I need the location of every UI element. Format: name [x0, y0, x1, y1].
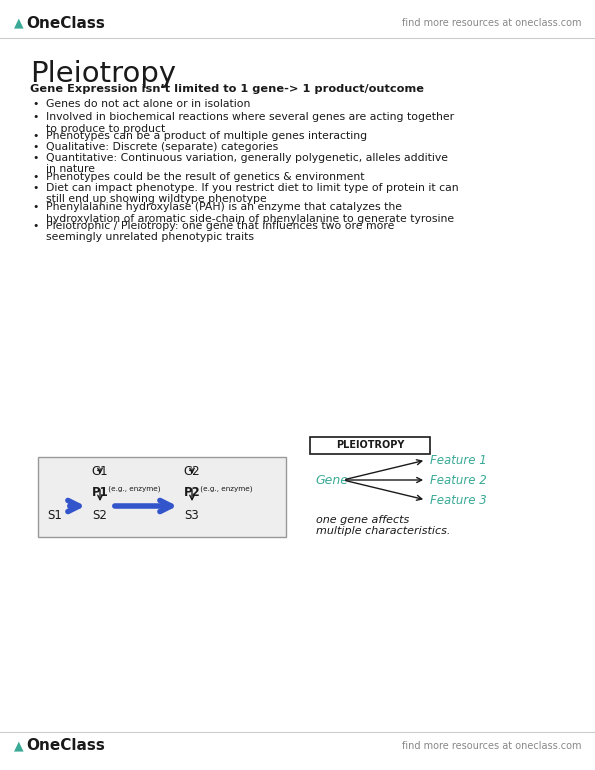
Text: Pleiotropy: Pleiotropy — [30, 60, 176, 88]
Text: P2: P2 — [184, 486, 201, 499]
Text: •: • — [33, 142, 39, 152]
Text: ▲: ▲ — [14, 16, 24, 29]
Text: still end up showing wildtype phenotype: still end up showing wildtype phenotype — [46, 195, 267, 205]
Text: Gene: Gene — [315, 474, 348, 487]
Text: (e.g., enzyme): (e.g., enzyme) — [106, 486, 161, 493]
Text: •: • — [33, 112, 39, 122]
Text: G2: G2 — [184, 465, 201, 478]
Text: S2: S2 — [93, 509, 108, 522]
Text: G1: G1 — [92, 465, 108, 478]
Text: OneClass: OneClass — [26, 738, 105, 754]
Text: find more resources at oneclass.com: find more resources at oneclass.com — [402, 18, 582, 28]
Text: Pleiotrophic / Pleiotropy: one gene that influences two ore more: Pleiotrophic / Pleiotropy: one gene that… — [46, 221, 394, 231]
Text: Involved in biochemical reactions where several genes are acting together: Involved in biochemical reactions where … — [46, 112, 454, 122]
Text: Diet can impact phenotype. If you restrict diet to limit type of protein it can: Diet can impact phenotype. If you restri… — [46, 183, 459, 193]
Text: hydroxylation of aromatic side-chain of phenylalanine to generate tyrosine: hydroxylation of aromatic side-chain of … — [46, 213, 454, 223]
Text: to produce to product: to produce to product — [46, 123, 165, 133]
Bar — [38, 457, 286, 537]
Text: •: • — [33, 202, 39, 212]
Text: (e.g., enzyme): (e.g., enzyme) — [198, 486, 252, 493]
Text: ▲: ▲ — [14, 739, 24, 752]
Text: multiple characteristics.: multiple characteristics. — [316, 526, 450, 536]
Text: •: • — [33, 221, 39, 231]
Text: Feature 2: Feature 2 — [430, 474, 487, 487]
Text: •: • — [33, 183, 39, 193]
Text: seemingly unrelated phenotypic traits: seemingly unrelated phenotypic traits — [46, 233, 254, 243]
Text: •: • — [33, 99, 39, 109]
Text: Qualitative: Discrete (separate) categories: Qualitative: Discrete (separate) categor… — [46, 142, 278, 152]
Text: •: • — [33, 153, 39, 163]
Text: Feature 1: Feature 1 — [430, 454, 487, 467]
Text: Phenotypes could be the result of genetics & environment: Phenotypes could be the result of geneti… — [46, 172, 365, 182]
Text: one gene affects: one gene affects — [316, 515, 409, 525]
Text: •: • — [33, 131, 39, 141]
Text: OneClass: OneClass — [26, 15, 105, 31]
Text: •: • — [33, 172, 39, 182]
Text: Genes do not act alone or in isolation: Genes do not act alone or in isolation — [46, 99, 250, 109]
Text: find more resources at oneclass.com: find more resources at oneclass.com — [402, 741, 582, 751]
Text: P1: P1 — [92, 486, 108, 499]
Text: Phenotypes can be a product of multiple genes interacting: Phenotypes can be a product of multiple … — [46, 131, 367, 141]
Text: Quantitative: Continuous variation, generally polygenetic, alleles additive: Quantitative: Continuous variation, gene… — [46, 153, 448, 163]
Text: Gene Expression isn’t limited to 1 gene-> 1 product/outcome: Gene Expression isn’t limited to 1 gene-… — [30, 84, 424, 94]
Text: S3: S3 — [184, 509, 199, 522]
Text: Feature 3: Feature 3 — [430, 494, 487, 507]
Text: Phenylalanine hydroxylase (PAH) is an enzyme that catalyzes the: Phenylalanine hydroxylase (PAH) is an en… — [46, 202, 402, 212]
Text: in nature: in nature — [46, 165, 95, 175]
Text: PLEIOTROPY: PLEIOTROPY — [336, 440, 404, 450]
Text: S1: S1 — [48, 509, 62, 522]
Bar — [310, 437, 430, 454]
